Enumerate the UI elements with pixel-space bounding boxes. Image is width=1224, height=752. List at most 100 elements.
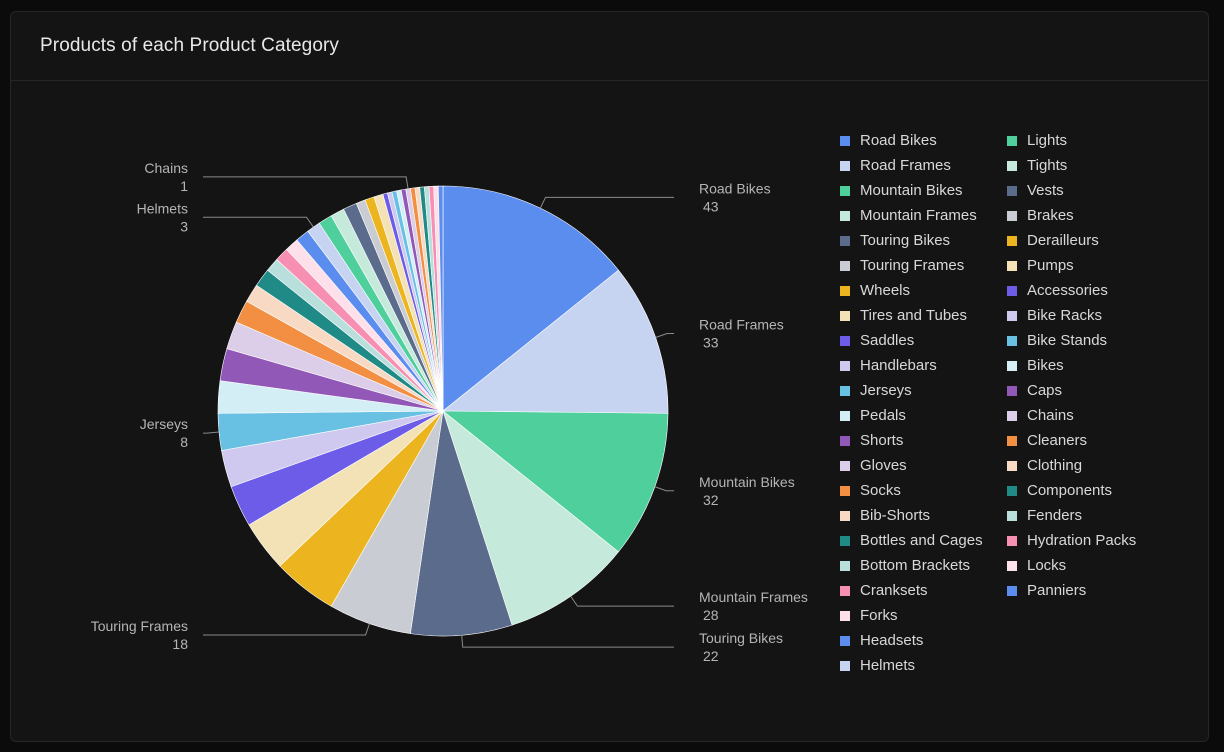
legend-label: Derailleurs: [1027, 232, 1099, 249]
legend-item-gloves[interactable]: Gloves: [840, 453, 1007, 478]
callout-line-road-bikes: [539, 196, 674, 209]
legend-swatch: [840, 635, 850, 646]
legend-item-road-frames[interactable]: Road Frames: [840, 153, 1007, 178]
legend-swatch: [840, 460, 850, 471]
legend-item-caps[interactable]: Caps: [1007, 378, 1177, 403]
legend-swatch: [840, 660, 850, 671]
legend-item-bib-shorts[interactable]: Bib-Shorts: [840, 503, 1007, 528]
pie-slice-touring-bikes[interactable]: [410, 410, 513, 637]
legend-label: Helmets: [860, 657, 916, 674]
legend-item-shorts[interactable]: Shorts: [840, 428, 1007, 453]
callout-line-mountain-frames: [570, 595, 674, 607]
legend-swatch: [1007, 185, 1017, 196]
chart-card: Products of each Product Category Road B…: [10, 11, 1209, 742]
legend-item-accessories[interactable]: Accessories: [1007, 278, 1177, 303]
legend-item-tires-and-tubes[interactable]: Tires and Tubes: [840, 303, 1007, 328]
callout-value-chains: 1: [180, 178, 188, 194]
legend-item-chains[interactable]: Chains: [1007, 403, 1177, 428]
legend-label: Fenders: [1027, 507, 1083, 524]
legend-item-locks[interactable]: Locks: [1007, 553, 1177, 578]
callout-value-touring-frames: 18: [172, 636, 188, 652]
legend-item-bikes[interactable]: Bikes: [1007, 353, 1177, 378]
legend-item-cranksets[interactable]: Cranksets: [840, 578, 1007, 603]
legend-item-bottom-brackets[interactable]: Bottom Brackets: [840, 553, 1007, 578]
legend-item-mountain-bikes[interactable]: Mountain Bikes: [840, 178, 1007, 203]
legend-label: Jerseys: [860, 382, 912, 399]
pie-slice-road-frames[interactable]: [442, 269, 669, 414]
legend-item-vests[interactable]: Vests: [1007, 178, 1177, 203]
legend-item-cleaners[interactable]: Cleaners: [1007, 428, 1177, 453]
legend-item-socks[interactable]: Socks: [840, 478, 1007, 503]
legend-swatch: [1007, 235, 1017, 246]
legend-item-handlebars[interactable]: Handlebars: [840, 353, 1007, 378]
callout-label-helmets: Helmets: [137, 200, 188, 216]
legend-swatch: [1007, 385, 1017, 396]
legend-swatch: [1007, 485, 1017, 496]
legend-item-bike-racks[interactable]: Bike Racks: [1007, 303, 1177, 328]
legend-label: Touring Frames: [860, 257, 965, 274]
legend-label: Caps: [1027, 382, 1063, 399]
legend-swatch: [1007, 535, 1017, 546]
legend-item-hydration-packs[interactable]: Hydration Packs: [1007, 528, 1177, 553]
legend-item-pedals[interactable]: Pedals: [840, 403, 1007, 428]
legend-item-road-bikes[interactable]: Road Bikes: [840, 128, 1007, 153]
legend-swatch: [840, 410, 850, 421]
legend-item-touring-bikes[interactable]: Touring Bikes: [840, 228, 1007, 253]
legend-label: Saddles: [860, 332, 915, 349]
legend-item-bike-stands[interactable]: Bike Stands: [1007, 328, 1177, 353]
legend-swatch: [840, 260, 850, 271]
legend-label: Mountain Frames: [860, 207, 977, 224]
legend-item-touring-frames[interactable]: Touring Frames: [840, 253, 1007, 278]
legend-label: Wheels: [860, 282, 911, 299]
legend-label: Handlebars: [860, 357, 937, 374]
legend-item-jerseys[interactable]: Jerseys: [840, 378, 1007, 403]
legend-swatch: [840, 560, 850, 571]
legend-label: Bikes: [1027, 357, 1064, 374]
legend-item-wheels[interactable]: Wheels: [840, 278, 1007, 303]
legend-item-mountain-frames[interactable]: Mountain Frames: [840, 203, 1007, 228]
legend-label: Tights: [1027, 157, 1068, 174]
pie-slice-road-bikes[interactable]: [442, 185, 619, 412]
legend-item-helmets[interactable]: Helmets: [840, 653, 1007, 678]
legend-swatch: [840, 335, 850, 346]
legend-swatch: [840, 235, 850, 246]
legend-item-fenders[interactable]: Fenders: [1007, 503, 1177, 528]
legend-swatch: [840, 185, 850, 196]
legend-item-clothing[interactable]: Clothing: [1007, 453, 1177, 478]
pie-slice-panniers[interactable]: [438, 185, 444, 412]
legend-label: Components: [1027, 482, 1113, 499]
pie-slice-mountain-bikes[interactable]: [442, 410, 669, 553]
legend-swatch: [840, 135, 850, 146]
legend-label: Lights: [1027, 132, 1068, 149]
legend-label: Brakes: [1027, 207, 1074, 224]
legend-item-panniers[interactable]: Panniers: [1007, 578, 1177, 603]
legend-label: Hydration Packs: [1027, 532, 1137, 549]
pie-slice-mountain-frames[interactable]: [442, 410, 619, 626]
legend-item-bottles-and-cages[interactable]: Bottles and Cages: [840, 528, 1007, 553]
legend-label: Mountain Bikes: [860, 182, 963, 199]
legend-label: Cranksets: [860, 582, 928, 599]
legend-swatch: [1007, 310, 1017, 321]
legend-item-derailleurs[interactable]: Derailleurs: [1007, 228, 1177, 253]
legend-item-saddles[interactable]: Saddles: [840, 328, 1007, 353]
callout-value-road-frames: 33: [703, 335, 719, 351]
callout-line-jerseys: [203, 431, 220, 434]
pie-chart: Road Bikes 43 Road Frames 33 Mountain Bikes 3…: [91, 160, 808, 664]
legend-item-headsets[interactable]: Headsets: [840, 628, 1007, 653]
legend-item-tights[interactable]: Tights: [1007, 153, 1177, 178]
legend-item-forks[interactable]: Forks: [840, 603, 1007, 628]
legend-swatch: [840, 160, 850, 171]
legend-label: Locks: [1027, 557, 1067, 574]
chart-legend: Road Bikes Road Frames Mountain Bikes Mount…: [840, 128, 1177, 678]
legend-item-brakes[interactable]: Brakes: [1007, 203, 1177, 228]
legend-label: Headsets: [860, 632, 924, 649]
legend-label: Vests: [1027, 182, 1064, 199]
legend-item-lights[interactable]: Lights: [1007, 128, 1177, 153]
callout-value-touring-bikes: 22: [703, 648, 719, 664]
legend-swatch: [1007, 335, 1017, 346]
legend-item-components[interactable]: Components: [1007, 478, 1177, 503]
legend-label: Shorts: [860, 432, 904, 449]
callout-line-touring-bikes: [461, 635, 674, 648]
card-title: Products of each Product Category: [40, 35, 340, 56]
legend-item-pumps[interactable]: Pumps: [1007, 253, 1177, 278]
